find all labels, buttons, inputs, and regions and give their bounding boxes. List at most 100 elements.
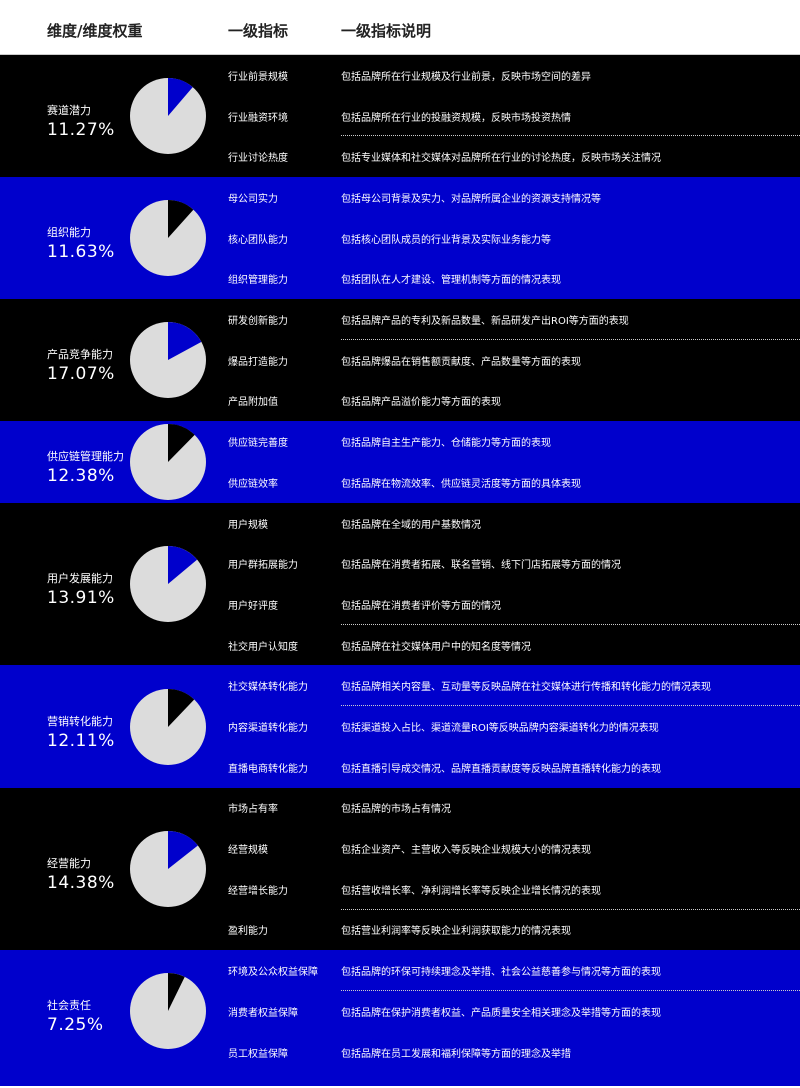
pie-weight-slice	[168, 78, 193, 117]
weight-pie-chart	[130, 322, 206, 399]
indicator-name: 员工权益保障	[228, 1048, 288, 1060]
indicator-name: 用户群拓展能力	[228, 560, 298, 572]
indicator-row: 直播电商转化能力 包括直播引导成交情况、品牌直播贡献度等反映品牌直播转化能力的表现	[228, 747, 800, 788]
indicator-description: 包括渠道投入占比、渠道流量ROI等反映品牌内容渠道转化力的情况表现	[341, 723, 659, 734]
indicator-row: 社交媒体转化能力 包括品牌相关内容量、互动量等反映品牌在社交媒体进行传播和转化能力…	[228, 665, 800, 706]
indicator-row: 盈利能力 包括营业利润率等反映企业利润获取能力的情况表现	[228, 910, 800, 951]
indicator-row: 行业前景规模 包括品牌所在行业规模及行业前景，反映市场空间的差异	[228, 55, 800, 96]
indicator-name: 市场占有率	[228, 804, 278, 816]
indicator-name: 环境及公众权益保障	[228, 967, 318, 979]
pie-weight-slice	[168, 688, 195, 727]
weight-pie-chart	[130, 78, 206, 155]
indicator-description: 包括品牌在社交媒体用户中的知名度等情况	[341, 641, 531, 653]
indicator-description: 包括专业媒体和社交媒体对品牌所在行业的讨论热度，反映市场关注情况	[341, 153, 661, 165]
weight-pie-chart	[130, 688, 206, 765]
indicator-name: 供应链完善度	[228, 438, 288, 450]
indicator-description: 包括品牌的环保可持续理念及举措、社会公益慈善参与情况等方面的表现	[341, 967, 661, 979]
indicator-row: 行业融资环境 包括品牌所在行业的投融资规模，反映市场投资热情	[228, 96, 800, 137]
indicator-description: 包括品牌的市场占有情况	[341, 804, 451, 816]
dimension-section: 供应链管理能力 12.38% 供应链完善度 包括品牌自主生产能力、仓储能力等方面的…	[0, 421, 800, 503]
dimension-section: 营销转化能力 12.11% 社交媒体转化能力 包括品牌相关内容量、互动量等反映品牌…	[0, 665, 800, 788]
dimension-section: 经营能力 14.38% 市场占有率 包括品牌的市场占有情况经营规模 包括企业资产、主…	[0, 787, 800, 951]
indicator-name: 直播电商转化能力	[228, 763, 308, 775]
dimension-name: 赛道潜力	[47, 104, 91, 118]
indicator-description: 包括品牌在全域的用户基数情况	[341, 519, 481, 531]
indicator-name: 供应链效率	[228, 478, 278, 490]
pie-weight-slice	[168, 322, 202, 361]
indicator-name: 内容渠道转化能力	[228, 723, 308, 734]
indicator-description: 包括品牌在保护消费者权益、产品质量安全相关理念及举措等方面的表现	[341, 1007, 661, 1019]
indicator-row: 研发创新能力 包括品牌产品的专利及新品数量、新品研发产出ROI等方面的表现	[228, 299, 800, 340]
indicator-row: 母公司实力 包括母公司背景及实力、对品牌所属企业的资源支持情况等	[228, 177, 800, 218]
indicator-name: 社交用户认知度	[228, 641, 298, 653]
dimension-section: 产品竞争能力 17.07% 研发创新能力 包括品牌产品的专利及新品数量、新品研发产…	[0, 299, 800, 422]
indicator-name: 母公司实力	[228, 193, 278, 205]
indicator-row: 经营增长能力 包括营收增长率、净利润增长率等反映企业增长情况的表现	[228, 869, 800, 910]
indicator-row: 行业讨论热度 包括专业媒体和社交媒体对品牌所在行业的讨论热度，反映市场关注情况	[228, 136, 800, 177]
indicator-name: 核心团队能力	[228, 234, 288, 246]
table-body: 赛道潜力 11.27% 行业前景规模 包括品牌所在行业规模及行业前景，反映市场空间…	[0, 55, 800, 1087]
indicator-name: 用户好评度	[228, 600, 278, 612]
indicator-row: 核心团队能力 包括核心团队成员的行业背景及实际业务能力等	[228, 218, 800, 259]
indicator-name: 社交媒体转化能力	[228, 682, 308, 694]
weight-pie-chart	[130, 830, 206, 907]
indicator-description: 包括品牌自主生产能力、仓储能力等方面的表现	[341, 438, 551, 450]
dimension-name: 产品竞争能力	[47, 348, 113, 362]
dimension-section: 社会责任 7.25% 环境及公众权益保障 包括品牌的环保可持续理念及举措、社会公益…	[0, 950, 800, 1087]
dimension-weight: 14.38%	[47, 872, 115, 893]
dimension-weight: 17.07%	[47, 364, 115, 385]
indicator-name: 行业前景规模	[228, 71, 288, 83]
dimension-weight: 7.25%	[47, 1015, 104, 1036]
weight-pie-chart	[130, 546, 206, 623]
indicator-description: 包括品牌相关内容量、互动量等反映品牌在社交媒体进行传播和转化能力的情况表现	[341, 682, 711, 694]
indicator-name: 行业融资环境	[228, 112, 288, 124]
table-header: 维度/维度权重 一级指标 一级指标说明	[0, 0, 800, 55]
header-indicator: 一级指标	[228, 22, 289, 40]
pie-weight-slice	[168, 973, 185, 1012]
indicator-row: 组织管理能力 包括团队在人才建设、管理机制等方面的情况表现	[228, 258, 800, 299]
indicator-name: 爆品打造能力	[228, 356, 288, 368]
indicator-row: 供应链完善度 包括品牌自主生产能力、仓储能力等方面的表现	[228, 421, 800, 462]
indicator-row: 用户群拓展能力 包括品牌在消费者拓展、联名营销、线下门店拓展等方面的情况	[228, 543, 800, 584]
dimension-weight: 11.27%	[47, 120, 115, 141]
dimension-weight: 13.91%	[47, 588, 115, 609]
indicator-row: 消费者权益保障 包括品牌在保护消费者权益、产品质量安全相关理念及举措等方面的表现	[228, 991, 800, 1032]
indicator-name: 经营增长能力	[228, 885, 288, 897]
indicator-row: 市场占有率 包括品牌的市场占有情况	[228, 788, 800, 829]
indicator-description: 包括品牌在物流效率、供应链灵活度等方面的具体表现	[341, 478, 581, 490]
dimension-section: 赛道潜力 11.27% 行业前景规模 包括品牌所在行业规模及行业前景，反映市场空间…	[0, 55, 800, 178]
indicator-name: 行业讨论热度	[228, 153, 288, 165]
indicator-description: 包括品牌所在行业规模及行业前景，反映市场空间的差异	[341, 71, 591, 83]
indicator-row: 用户规模 包括品牌在全域的用户基数情况	[228, 503, 800, 544]
indicator-description: 包括企业资产、主营收入等反映企业规模大小的情况表现	[341, 845, 591, 857]
indicator-name: 用户规模	[228, 519, 268, 531]
indicator-row: 环境及公众权益保障 包括品牌的环保可持续理念及举措、社会公益慈善参与情况等方面的表…	[228, 950, 800, 991]
indicator-description: 包括团队在人才建设、管理机制等方面的情况表现	[341, 275, 561, 287]
indicator-name: 经营规模	[228, 845, 268, 857]
dimension-weight: 12.38%	[47, 465, 115, 486]
weight-pie-chart	[130, 973, 206, 1050]
pie-weight-slice	[168, 830, 198, 869]
indicator-description: 包括品牌产品溢价能力等方面的表现	[341, 397, 501, 409]
dimension-name: 供应链管理能力	[47, 449, 124, 463]
dimension-weight: 11.63%	[47, 242, 115, 263]
dimension-name: 用户发展能力	[47, 572, 113, 586]
dimension-name: 组织能力	[47, 226, 91, 240]
indicator-row: 爆品打造能力 包括品牌爆品在销售额贡献度、产品数量等方面的表现	[228, 340, 800, 381]
indicator-description: 包括品牌在消费者拓展、联名营销、线下门店拓展等方面的情况	[341, 560, 621, 572]
dimension-name: 经营能力	[47, 856, 91, 870]
indicator-description: 包括品牌在员工发展和福利保障等方面的理念及举措	[341, 1048, 571, 1060]
indicator-name: 组织管理能力	[228, 275, 288, 287]
indicator-row: 供应链效率 包括品牌在物流效率、供应链灵活度等方面的具体表现	[228, 462, 800, 503]
indicator-name: 盈利能力	[228, 926, 268, 938]
indicator-row: 产品附加值 包括品牌产品溢价能力等方面的表现	[228, 381, 800, 422]
indicator-description: 包括母公司背景及实力、对品牌所属企业的资源支持情况等	[341, 193, 601, 205]
indicator-description: 包括营收增长率、净利润增长率等反映企业增长情况的表现	[341, 885, 601, 897]
indicator-description: 包括品牌爆品在销售额贡献度、产品数量等方面的表现	[341, 356, 581, 368]
indicator-name: 产品附加值	[228, 397, 278, 409]
indicator-description: 包括营业利润率等反映企业利润获取能力的情况表现	[341, 926, 571, 938]
dimension-section: 组织能力 11.63% 母公司实力 包括母公司背景及实力、对品牌所属企业的资源支持…	[0, 177, 800, 300]
pie-weight-slice	[168, 546, 198, 585]
weight-pie-chart	[130, 423, 206, 500]
pie-weight-slice	[168, 200, 194, 239]
